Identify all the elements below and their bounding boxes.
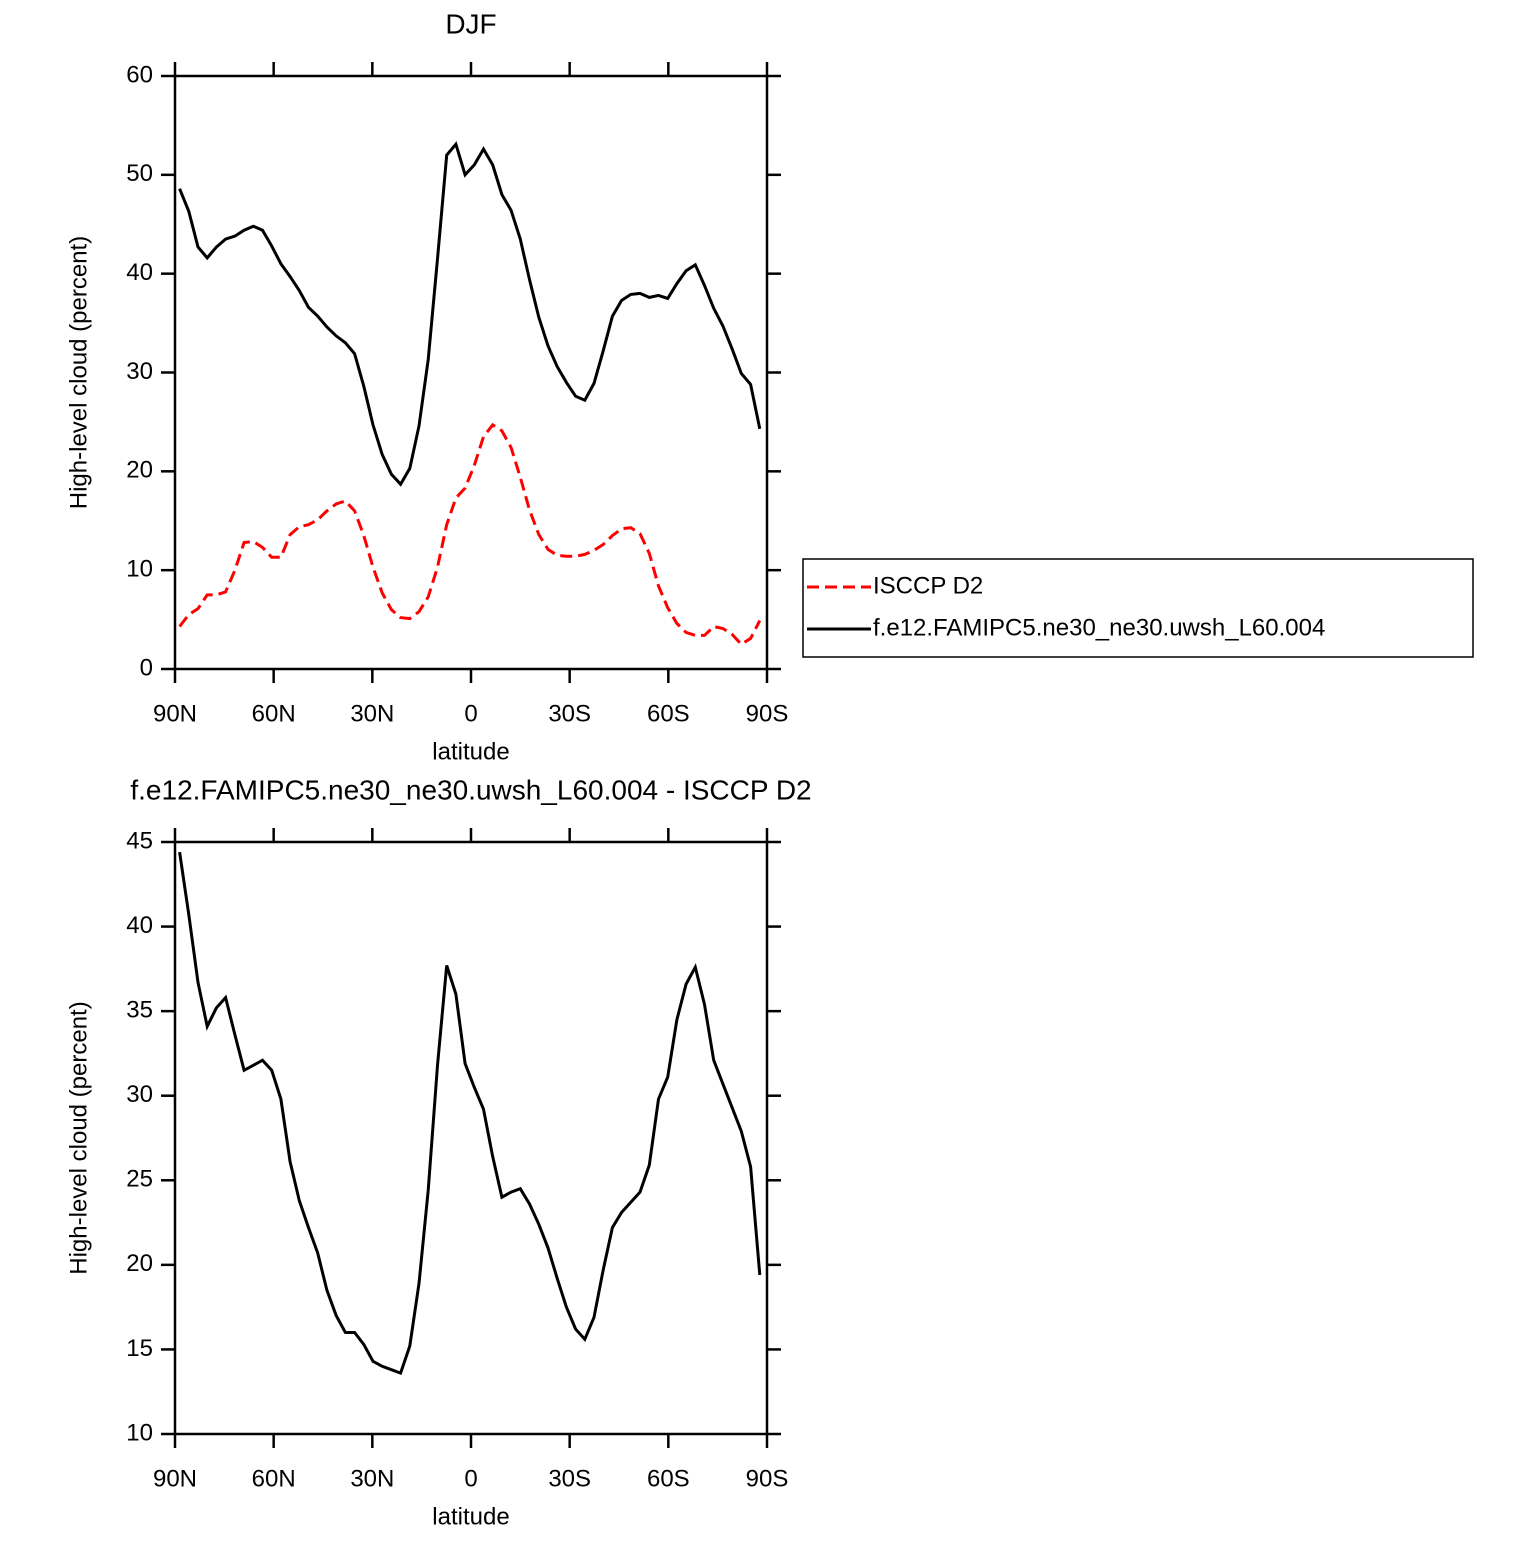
x-axis-label: latitude	[432, 738, 509, 765]
y-tick-label: 20	[126, 457, 153, 484]
x-tick-label: 60S	[647, 700, 690, 727]
y-tick-label: 10	[126, 1419, 153, 1446]
y-tick-label: 30	[126, 1081, 153, 1108]
y-tick-label: 0	[140, 654, 153, 681]
x-tick-label: 30N	[350, 700, 394, 727]
x-tick-label: 90N	[153, 1465, 197, 1492]
y-tick-label: 25	[126, 1166, 153, 1193]
x-tick-label: 60N	[252, 1465, 296, 1492]
y-axis-label: High-level cloud (percent)	[65, 1001, 92, 1274]
y-tick-label: 60	[126, 61, 153, 88]
x-axis-label: latitude	[432, 1503, 509, 1530]
plot-frame	[173, 74, 769, 671]
x-tick-label: 60N	[252, 700, 296, 727]
x-tick-label: 30N	[350, 1465, 394, 1492]
x-tick-label: 30S	[548, 700, 591, 727]
y-tick-label: 40	[126, 259, 153, 286]
y-tick-label: 30	[126, 358, 153, 385]
chart-title: f.e12.FAMIPC5.ne30_ne30.uwsh_L60.004 - I…	[130, 774, 811, 805]
y-tick-label: 35	[126, 996, 153, 1023]
legend-box	[802, 558, 1474, 658]
y-tick-label: 10	[126, 556, 153, 583]
x-tick-label: 0	[464, 1465, 477, 1492]
data-line	[178, 851, 762, 1376]
legend-label: ISCCP D2	[873, 572, 983, 599]
x-tick-label: 90N	[153, 700, 197, 727]
legend-label: f.e12.FAMIPC5.ne30_ne30.uwsh_L60.004	[873, 614, 1325, 641]
y-tick-label: 40	[126, 912, 153, 939]
data-line	[178, 141, 762, 487]
x-tick-label: 90S	[746, 1465, 789, 1492]
x-tick-label: 30S	[548, 1465, 591, 1492]
x-tick-label: 90S	[746, 700, 789, 727]
y-tick-label: 20	[126, 1250, 153, 1277]
data-line	[178, 422, 762, 647]
plot-frame	[173, 840, 769, 1436]
y-axis-label: High-level cloud (percent)	[65, 236, 92, 509]
chart-title: DJF	[445, 8, 496, 39]
y-tick-label: 50	[126, 160, 153, 187]
y-tick-label: 45	[126, 827, 153, 854]
y-tick-label: 15	[126, 1335, 153, 1362]
x-tick-label: 60S	[647, 1465, 690, 1492]
x-tick-label: 0	[464, 700, 477, 727]
